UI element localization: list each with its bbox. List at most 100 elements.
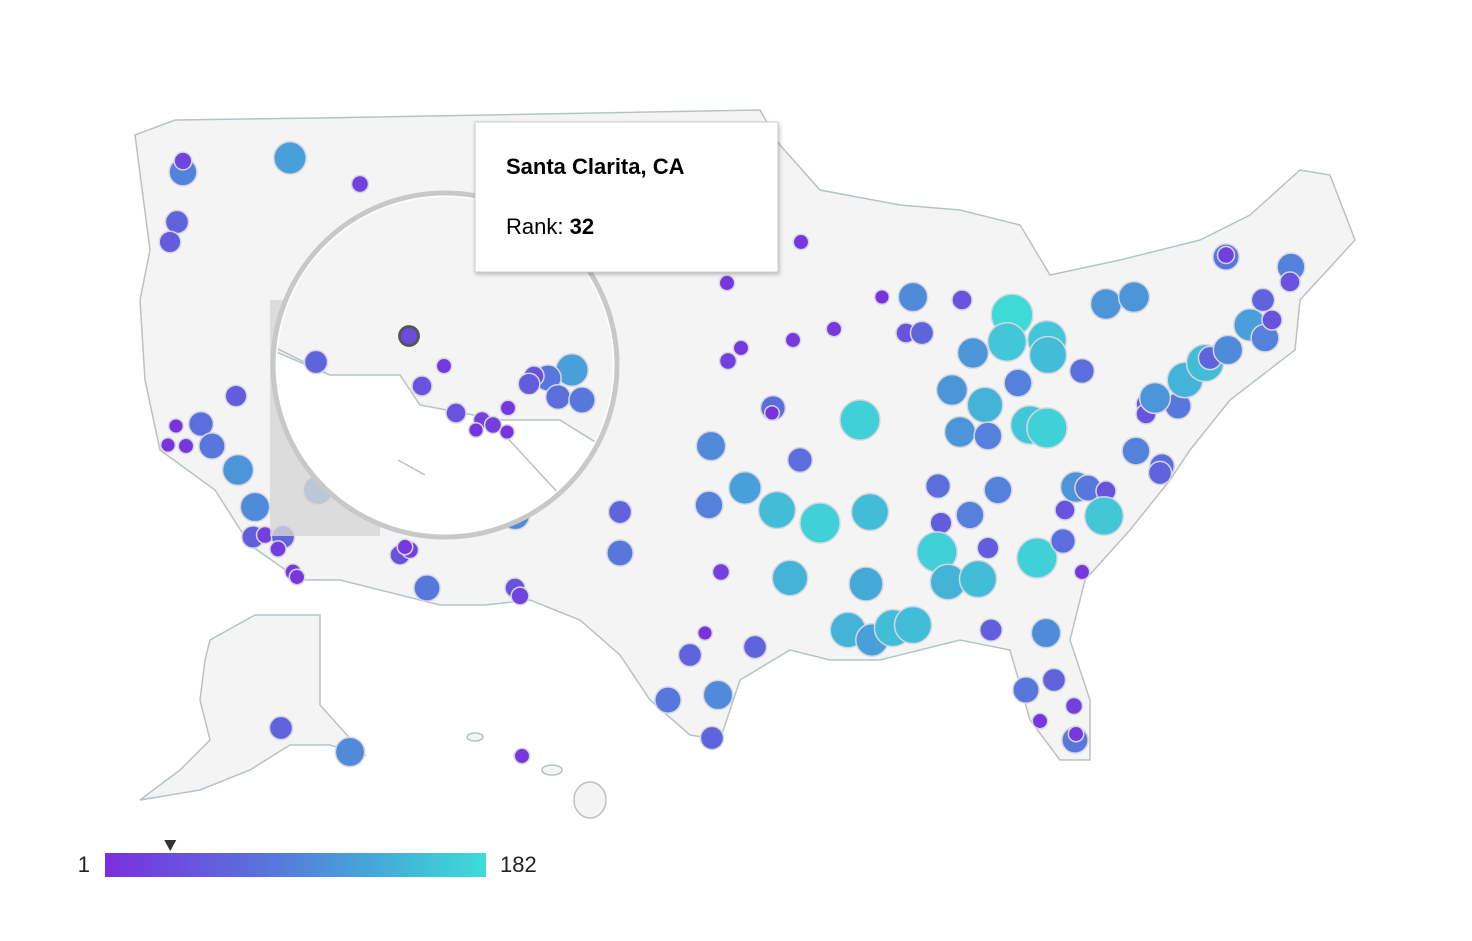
city-bubble[interactable] xyxy=(1003,368,1033,398)
city-bubble[interactable] xyxy=(1016,537,1058,579)
city-bubble[interactable] xyxy=(799,502,841,544)
city-bubble[interactable] xyxy=(239,491,271,523)
city-bubble[interactable] xyxy=(510,586,530,606)
city-bubble[interactable] xyxy=(1012,676,1040,704)
city-bubble[interactable] xyxy=(498,423,516,441)
city-bubble[interactable] xyxy=(1026,407,1068,449)
city-bubble[interactable] xyxy=(167,417,185,435)
city-bubble[interactable] xyxy=(848,566,884,602)
city-bubble[interactable] xyxy=(979,618,1003,642)
city-bubble[interactable] xyxy=(1121,436,1151,466)
city-bubble[interactable] xyxy=(198,432,226,460)
city-bubble[interactable] xyxy=(499,399,517,417)
city-bubble[interactable] xyxy=(763,404,781,422)
city-bubble[interactable] xyxy=(951,289,973,311)
city-bubble[interactable] xyxy=(445,402,467,424)
city-bubble[interactable] xyxy=(1083,495,1125,537)
city-bubble[interactable] xyxy=(173,151,193,171)
city-bubble[interactable] xyxy=(784,331,802,349)
city-bubble[interactable] xyxy=(696,624,714,642)
city-bubble[interactable] xyxy=(513,747,531,765)
city-bubble[interactable] xyxy=(893,605,933,645)
city-bubble[interactable] xyxy=(288,568,306,586)
city-bubble[interactable] xyxy=(792,233,810,251)
city-bubble[interactable] xyxy=(909,320,935,346)
city-bubble[interactable] xyxy=(897,281,929,313)
city-bubble[interactable] xyxy=(966,386,1004,424)
city-bubble[interactable] xyxy=(757,490,797,530)
selected-bubble[interactable] xyxy=(398,325,420,347)
city-bubble[interactable] xyxy=(771,559,809,597)
city-bubble[interactable] xyxy=(1138,381,1172,415)
city-bubble[interactable] xyxy=(943,415,977,449)
city-bubble[interactable] xyxy=(187,410,215,438)
city-bubble[interactable] xyxy=(1031,712,1049,730)
city-bubble[interactable] xyxy=(850,492,890,532)
city-bubble[interactable] xyxy=(1212,334,1244,366)
city-bubble[interactable] xyxy=(702,679,734,711)
city-bubble[interactable] xyxy=(839,399,881,441)
city-bubble[interactable] xyxy=(958,559,998,599)
city-bubble[interactable] xyxy=(654,686,682,714)
city-bubble[interactable] xyxy=(268,715,294,741)
city-bubble[interactable] xyxy=(1089,287,1123,321)
city-bubble[interactable] xyxy=(273,141,307,175)
city-bubble[interactable] xyxy=(1073,563,1091,581)
city-bubble[interactable] xyxy=(517,372,541,396)
city-bubble[interactable] xyxy=(221,453,255,487)
city-bubble[interactable] xyxy=(303,349,329,375)
city-bubble[interactable] xyxy=(732,339,750,357)
city-bubble[interactable] xyxy=(544,383,572,411)
city-bubble[interactable] xyxy=(728,471,762,505)
city-bubble[interactable] xyxy=(224,384,248,408)
city-bubble[interactable] xyxy=(1028,335,1068,375)
city-bubble[interactable] xyxy=(973,421,1003,451)
city-bubble[interactable] xyxy=(413,574,441,602)
city-bubble[interactable] xyxy=(935,373,969,407)
city-bubble[interactable] xyxy=(956,336,990,370)
city-bubble[interactable] xyxy=(1067,725,1085,743)
city-bubble[interactable] xyxy=(1041,667,1067,693)
city-bubble[interactable] xyxy=(1250,287,1276,313)
city-bubble[interactable] xyxy=(411,375,433,397)
city-bubble[interactable] xyxy=(607,499,633,525)
city-bubble[interactable] xyxy=(873,288,891,306)
city-bubble[interactable] xyxy=(606,539,634,567)
city-bubble[interactable] xyxy=(825,320,843,338)
city-bubble[interactable] xyxy=(711,562,731,582)
city-bubble[interactable] xyxy=(976,536,1000,560)
city-bubble[interactable] xyxy=(483,415,503,435)
city-bubble[interactable] xyxy=(164,209,190,235)
city-bubble[interactable] xyxy=(334,736,366,768)
city-bubble[interactable] xyxy=(1261,309,1283,331)
city-bubble[interactable] xyxy=(1216,245,1236,265)
city-bubble[interactable] xyxy=(269,540,287,558)
city-bubble[interactable] xyxy=(929,511,953,535)
city-bubble[interactable] xyxy=(955,500,985,530)
city-bubble[interactable] xyxy=(1030,617,1062,649)
city-bubble[interactable] xyxy=(786,446,814,474)
city-bubble[interactable] xyxy=(159,436,177,454)
city-bubble[interactable] xyxy=(1117,280,1151,314)
city-bubble[interactable] xyxy=(177,437,195,455)
city-bubble[interactable] xyxy=(1054,499,1076,521)
city-bubble[interactable] xyxy=(695,430,727,462)
city-bubble[interactable] xyxy=(1279,271,1301,293)
city-bubble[interactable] xyxy=(350,174,370,194)
city-bubble[interactable] xyxy=(742,634,768,660)
city-bubble[interactable] xyxy=(718,274,736,292)
city-bubble[interactable] xyxy=(1064,696,1084,716)
city-bubble[interactable] xyxy=(699,725,725,751)
city-bubble[interactable] xyxy=(924,472,952,500)
city-bubble[interactable] xyxy=(1049,527,1077,555)
city-bubble[interactable] xyxy=(1068,357,1096,385)
city-bubble[interactable] xyxy=(983,475,1013,505)
city-bubble[interactable] xyxy=(568,386,596,414)
city-bubble[interactable] xyxy=(396,538,414,556)
city-bubble[interactable] xyxy=(677,642,703,668)
city-bubble[interactable] xyxy=(467,421,485,439)
city-bubble[interactable] xyxy=(718,351,738,371)
city-bubble[interactable] xyxy=(986,321,1028,363)
city-bubble[interactable] xyxy=(435,357,453,375)
city-bubble[interactable] xyxy=(694,490,724,520)
